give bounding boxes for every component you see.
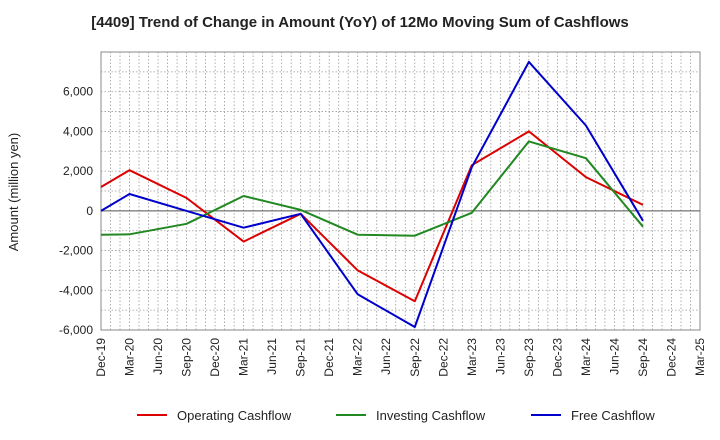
y-tick-label: -4,000 bbox=[59, 283, 93, 297]
legend-swatch-free bbox=[531, 414, 561, 416]
y-tick-label: -2,000 bbox=[59, 244, 93, 258]
series-line-investing-cashflow bbox=[100, 140, 644, 237]
x-tick-label: Mar-24 bbox=[579, 338, 593, 376]
legend: Operating Cashflow Investing Cashflow Fr… bbox=[0, 404, 720, 426]
y-tick-label: 2,000 bbox=[63, 164, 93, 178]
x-tick-label: Dec-21 bbox=[322, 338, 336, 377]
grid bbox=[100, 51, 701, 331]
x-tick-label: Mar-21 bbox=[237, 338, 251, 376]
x-tick-label: Dec-19 bbox=[94, 338, 108, 377]
legend-item-investing: Investing Cashflow bbox=[336, 404, 485, 426]
x-tick-label: Sep-23 bbox=[522, 338, 536, 377]
y-tick-label: 6,000 bbox=[63, 85, 93, 99]
x-tick-label: Dec-22 bbox=[436, 338, 450, 377]
series-lines bbox=[100, 60, 644, 328]
x-tick-label: Sep-22 bbox=[408, 338, 422, 377]
legend-label-free: Free Cashflow bbox=[571, 407, 655, 423]
axes: -6,000 -4,000 -2,000 0 2,000 4,000 6,000 Dec-19… bbox=[59, 85, 707, 377]
x-tick-label: Jun-22 bbox=[379, 338, 393, 375]
x-tick-label: Mar-22 bbox=[351, 338, 365, 376]
y-axis-label: Amount (million yen) bbox=[6, 133, 21, 252]
x-tick-label: Dec-24 bbox=[664, 338, 678, 377]
legend-item-operating: Operating Cashflow bbox=[137, 404, 291, 426]
x-tick-label: Dec-23 bbox=[550, 338, 564, 377]
x-tick-label: Jun-23 bbox=[493, 338, 507, 375]
x-tick-label: Sep-21 bbox=[294, 338, 308, 377]
x-tick-label: Jun-21 bbox=[265, 338, 279, 375]
x-tick-label: Jun-24 bbox=[607, 338, 621, 375]
chart-title: [4409] Trend of Change in Amount (YoY) o… bbox=[91, 14, 629, 31]
y-tick-label: 4,000 bbox=[63, 124, 93, 138]
x-tick-label: Jun-20 bbox=[151, 338, 165, 375]
legend-label-investing: Investing Cashflow bbox=[376, 407, 486, 423]
y-tick-label: -6,000 bbox=[59, 323, 93, 337]
series-line-free-cashflow bbox=[100, 60, 644, 328]
legend-swatch-investing bbox=[336, 414, 366, 416]
y-tick-label: 0 bbox=[86, 204, 93, 218]
legend-item-free: Free Cashflow bbox=[531, 404, 655, 426]
plot-area bbox=[100, 51, 701, 331]
x-tick-label: Mar-25 bbox=[693, 338, 707, 376]
legend-swatch-operating bbox=[137, 414, 167, 416]
x-tick-label: Sep-20 bbox=[180, 338, 194, 377]
x-tick-label: Dec-20 bbox=[208, 338, 222, 377]
x-tick-label: Mar-20 bbox=[123, 338, 137, 376]
x-tick-label: Sep-24 bbox=[636, 338, 650, 377]
legend-label-operating: Operating Cashflow bbox=[177, 407, 292, 423]
x-tick-label: Mar-23 bbox=[465, 338, 479, 376]
